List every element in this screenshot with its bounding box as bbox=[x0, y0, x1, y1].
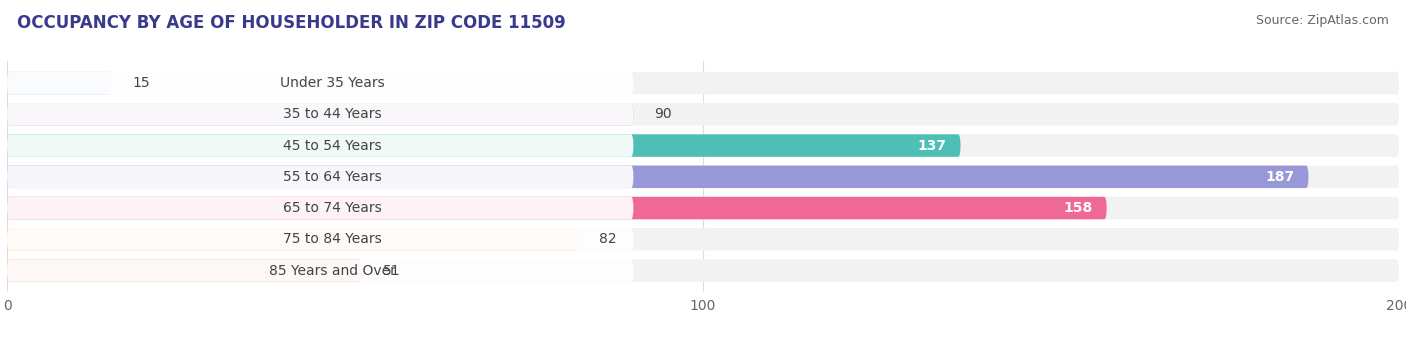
FancyBboxPatch shape bbox=[7, 72, 633, 94]
FancyBboxPatch shape bbox=[7, 197, 1107, 219]
FancyBboxPatch shape bbox=[7, 228, 633, 251]
FancyBboxPatch shape bbox=[7, 103, 633, 125]
Text: 187: 187 bbox=[1265, 170, 1295, 184]
FancyBboxPatch shape bbox=[7, 259, 361, 282]
Text: 35 to 44 Years: 35 to 44 Years bbox=[284, 107, 382, 121]
Text: 51: 51 bbox=[382, 264, 401, 277]
FancyBboxPatch shape bbox=[7, 166, 633, 188]
FancyBboxPatch shape bbox=[7, 228, 578, 251]
Text: 158: 158 bbox=[1063, 201, 1092, 215]
FancyBboxPatch shape bbox=[7, 72, 1399, 94]
FancyBboxPatch shape bbox=[7, 134, 960, 157]
Text: 15: 15 bbox=[132, 76, 150, 90]
FancyBboxPatch shape bbox=[7, 259, 1399, 282]
FancyBboxPatch shape bbox=[7, 166, 1309, 188]
Text: 85 Years and Over: 85 Years and Over bbox=[270, 264, 396, 277]
Text: 82: 82 bbox=[599, 232, 616, 246]
Text: 90: 90 bbox=[654, 107, 672, 121]
Text: OCCUPANCY BY AGE OF HOUSEHOLDER IN ZIP CODE 11509: OCCUPANCY BY AGE OF HOUSEHOLDER IN ZIP C… bbox=[17, 14, 565, 32]
Text: 55 to 64 Years: 55 to 64 Years bbox=[284, 170, 382, 184]
Text: Under 35 Years: Under 35 Years bbox=[280, 76, 385, 90]
FancyBboxPatch shape bbox=[7, 259, 633, 282]
Text: 45 to 54 Years: 45 to 54 Years bbox=[284, 139, 382, 153]
Text: Source: ZipAtlas.com: Source: ZipAtlas.com bbox=[1256, 14, 1389, 27]
FancyBboxPatch shape bbox=[7, 197, 633, 219]
FancyBboxPatch shape bbox=[7, 103, 1399, 125]
FancyBboxPatch shape bbox=[7, 103, 633, 125]
FancyBboxPatch shape bbox=[7, 228, 1399, 251]
FancyBboxPatch shape bbox=[7, 166, 1399, 188]
FancyBboxPatch shape bbox=[7, 197, 1399, 219]
FancyBboxPatch shape bbox=[7, 134, 1399, 157]
Text: 65 to 74 Years: 65 to 74 Years bbox=[284, 201, 382, 215]
FancyBboxPatch shape bbox=[7, 134, 633, 157]
Text: 75 to 84 Years: 75 to 84 Years bbox=[284, 232, 382, 246]
FancyBboxPatch shape bbox=[7, 72, 111, 94]
Text: 137: 137 bbox=[918, 139, 946, 153]
